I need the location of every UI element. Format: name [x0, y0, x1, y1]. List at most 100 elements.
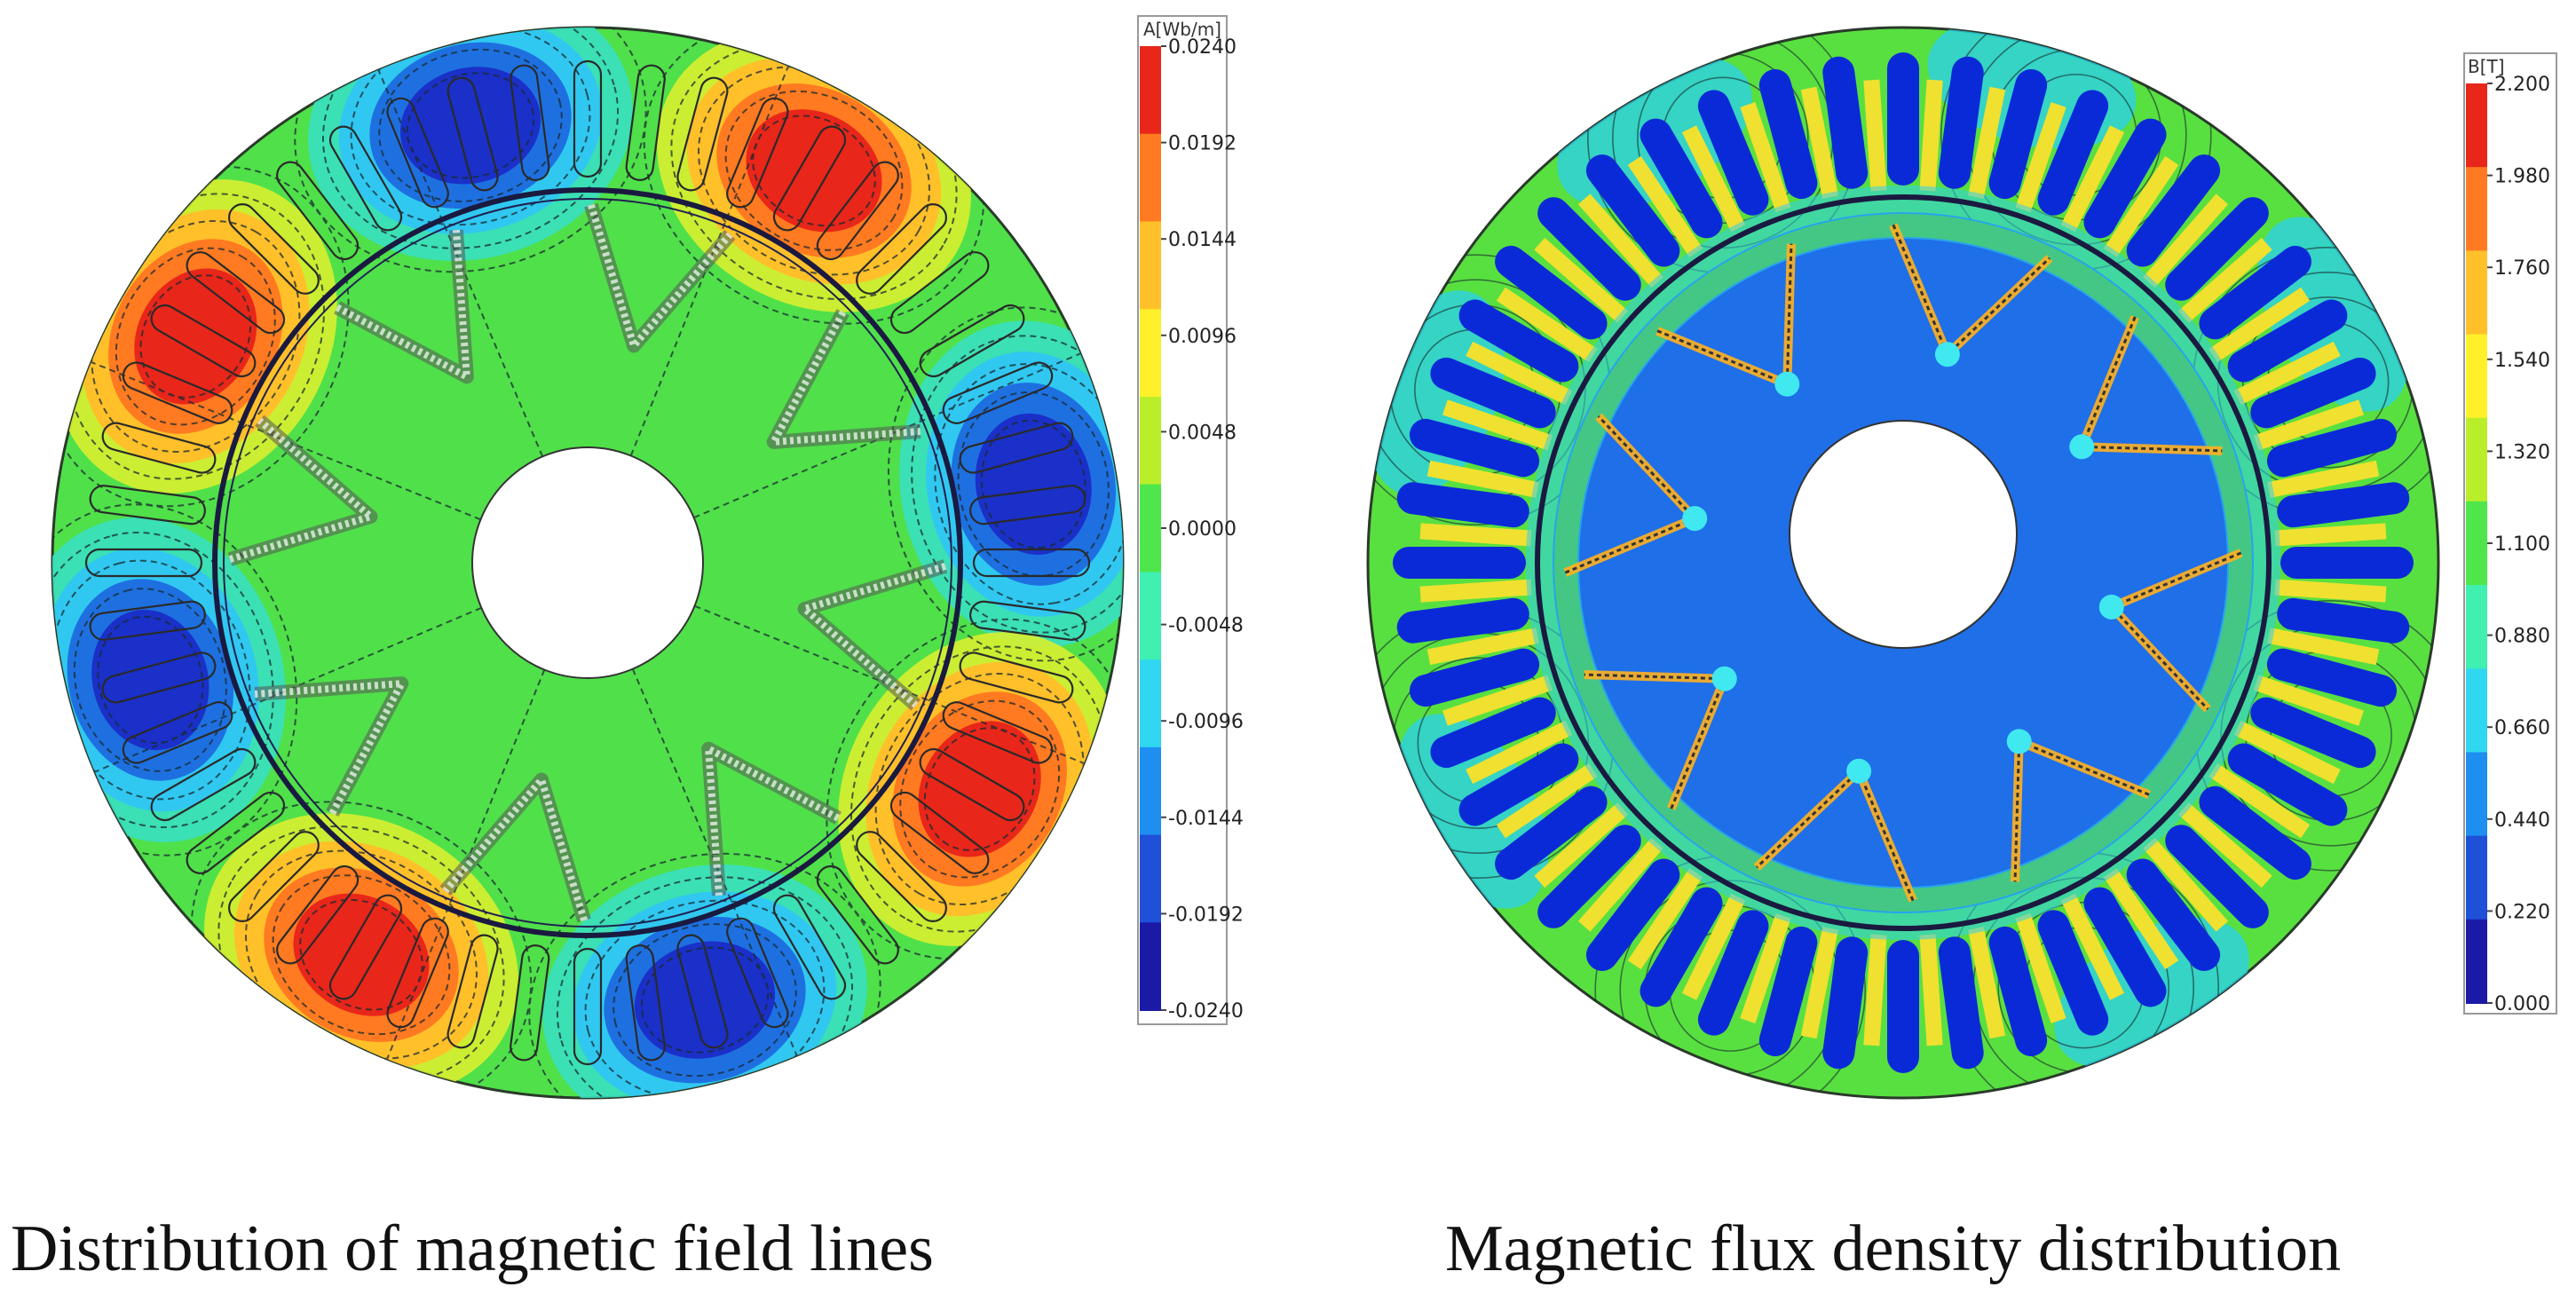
stator-tooth: [1681, 125, 1746, 233]
stator-slot: [1537, 825, 1641, 928]
stator-slot: [276, 161, 360, 261]
stator-slot: [1585, 154, 1680, 267]
stator-slot: [889, 251, 990, 335]
legend-tick-label: -0.0048: [1168, 615, 1243, 637]
stator-slot: [328, 125, 403, 232]
legend-tick-label: 1.760: [2494, 257, 2550, 280]
stator-slot: [2250, 357, 2376, 429]
legend-tick-label: -0.0192: [1168, 904, 1243, 926]
stator-slot: [942, 361, 1054, 424]
stator-slot: [122, 701, 233, 764]
stator-slot: [1758, 68, 1818, 200]
stator-tooth: [2253, 399, 2364, 451]
stator-slot: [1697, 910, 1769, 1036]
flux-hotspot: [1846, 758, 1872, 784]
stator-tooth: [1426, 628, 1539, 666]
stator-tooth: [1496, 287, 1598, 363]
legend-tick-label: 1.320: [2494, 441, 2550, 463]
rotor-v-magnet: [1753, 758, 1917, 903]
stator-slot: [122, 361, 233, 424]
stator-tooth: [2015, 912, 2066, 1023]
stator-slot: [84, 548, 203, 578]
stator-slot: [1495, 245, 1608, 340]
stator-slot: [2250, 697, 2376, 769]
legend-tick-label: 0.0000: [1168, 518, 1237, 541]
stator-tooth: [1534, 802, 1629, 888]
flux-hotspot: [2069, 434, 2095, 460]
stator-slot: [625, 944, 666, 1062]
stator-tooth: [2209, 287, 2311, 363]
stator-slot: [1585, 858, 1680, 971]
stator-tooth: [1627, 155, 1703, 257]
stator-slot: [1938, 936, 1984, 1070]
stator-tooth: [1740, 102, 1791, 213]
stator-slot: [386, 917, 449, 1029]
stator-slot: [89, 600, 206, 641]
legend-tick-label: 1.100: [2494, 533, 2550, 556]
legend-color-segment: [2466, 752, 2487, 837]
stator-slot: [1887, 940, 1919, 1073]
stator-slot: [1640, 887, 1723, 1007]
stator-slot: [386, 97, 449, 209]
stator-tooth: [2233, 720, 2341, 785]
flux-density-plot: B[T] 2.200 1.980 1.760 1.540 1.320 1.100 0.880…: [1366, 26, 2557, 1100]
stator-tooth: [2267, 628, 2380, 666]
stator-tooth: [1426, 460, 1539, 498]
right-legend: B[T] 2.200 1.980 1.760 1.540 1.320 1.100 0.880…: [2463, 52, 2557, 1015]
stator-slot: [2037, 90, 2109, 216]
stator-slot: [2126, 154, 2221, 267]
stator-slot: [446, 934, 499, 1049]
stator-slot: [969, 600, 1087, 641]
legend-tick-label: 1.540: [2494, 350, 2550, 372]
stator-tooth: [1919, 934, 1943, 1046]
stator-slot: [1495, 786, 1608, 881]
stator-slot: [510, 64, 550, 181]
rotor-v-magnet: [254, 676, 409, 817]
stator-slot: [816, 865, 899, 965]
stator-tooth: [1442, 675, 1553, 726]
stator-slot: [2266, 648, 2398, 707]
stator-slot: [676, 934, 729, 1049]
legend-tick-label: 0.0192: [1168, 133, 1237, 155]
stator-tooth: [2015, 102, 2066, 213]
stator-slot: [919, 304, 1025, 378]
stator-slot: [2037, 910, 2109, 1036]
legend-color-segment: [1140, 133, 1161, 223]
legend-tick-label: 0.220: [2494, 901, 2550, 923]
stator-slot: [1938, 56, 1984, 189]
stator-tooth: [2253, 675, 2364, 726]
stator-slot: [2277, 597, 2410, 644]
stator-slot: [2199, 786, 2311, 881]
stator-slot: [676, 76, 729, 192]
stator-slot: [276, 865, 360, 965]
stator-slot: [959, 652, 1074, 704]
legend-color-segment: [2466, 334, 2487, 419]
stator-slot: [186, 791, 286, 874]
stator-tooth: [2177, 802, 2272, 888]
legend-color-segment: [1140, 484, 1161, 573]
stator-slot: [1409, 648, 1540, 707]
legend-color-segment: [1140, 834, 1161, 924]
stator-slot: [969, 485, 1087, 525]
rotor-v-magnet: [2069, 315, 2223, 460]
shaft-hole: [471, 446, 704, 679]
flux-hotspot: [1682, 506, 1708, 532]
stator-slot: [1537, 197, 1641, 301]
air-gap-ring: [212, 187, 963, 938]
stator-tooth: [2060, 125, 2125, 233]
stator-tooth: [1577, 193, 1663, 288]
legend-tick-label: 2.200: [2494, 74, 2550, 96]
stator-tooth: [1419, 579, 1532, 603]
rotor-v-magnet: [701, 741, 842, 896]
stator-tooth: [1577, 837, 1663, 932]
stator-slot: [726, 917, 789, 1029]
stator-slot: [446, 76, 499, 192]
stator-slot: [1697, 90, 1769, 216]
stator-tooth: [1968, 927, 2006, 1039]
stator-slot: [2165, 197, 2269, 301]
stator-slot: [772, 125, 847, 232]
stator-tooth: [1740, 912, 1791, 1023]
stator-tooth: [1800, 927, 1838, 1039]
legend-tick-label: -0.0240: [1168, 1000, 1243, 1023]
stator-tooth: [2274, 579, 2387, 603]
